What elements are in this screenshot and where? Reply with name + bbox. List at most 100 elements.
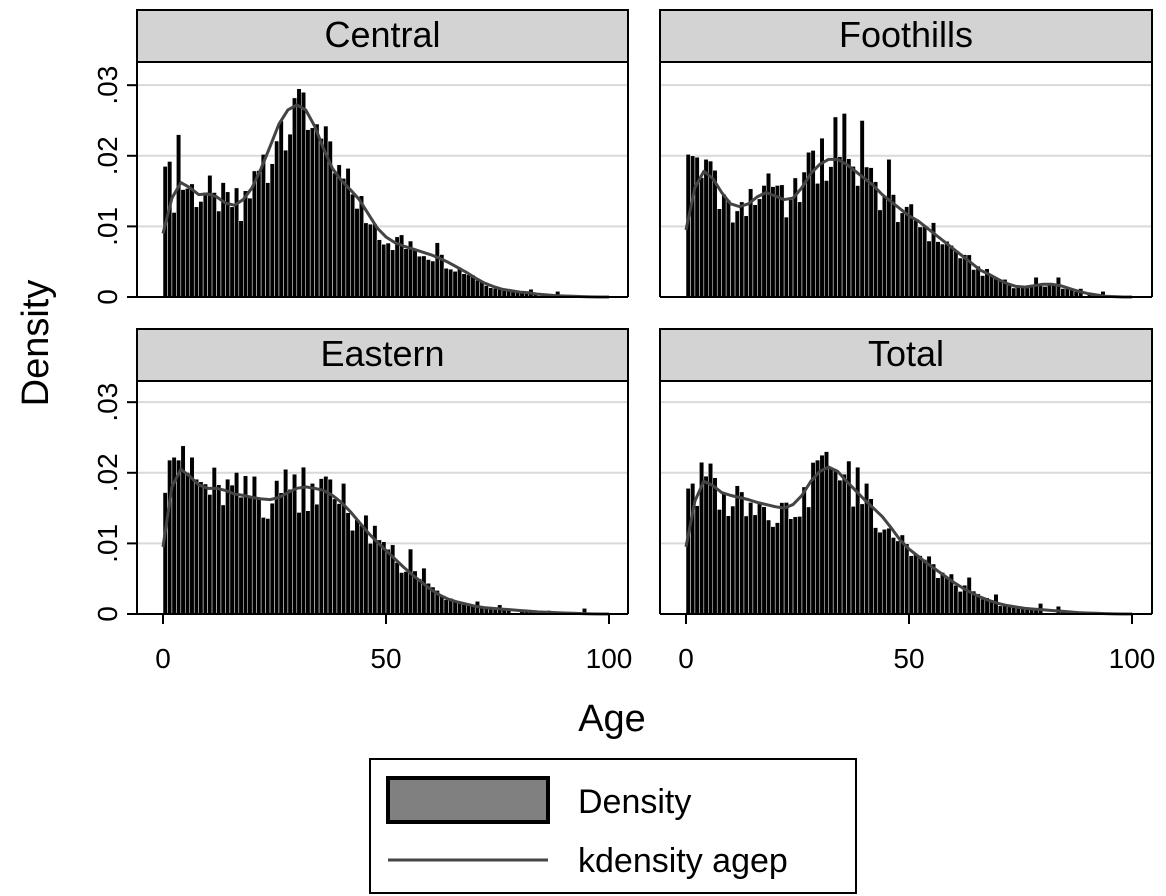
bar-total-10 (730, 505, 736, 615)
bar-total-70 (997, 605, 1003, 615)
bar-foothills-61 (957, 257, 963, 298)
bar-total-25 (797, 516, 803, 615)
bar-eastern-62 (439, 595, 445, 615)
bar-central-47 (372, 223, 378, 298)
bar-total-35 (841, 473, 847, 615)
bar-foothills-83 (1055, 276, 1061, 298)
bar-eastern-31 (301, 466, 306, 615)
bar-foothills-38 (855, 185, 861, 298)
bar-central-20 (251, 170, 257, 298)
bar-central-6 (189, 183, 195, 298)
bar-total-34 (837, 479, 843, 615)
bar-eastern-53 (399, 572, 405, 615)
bar-total-61 (957, 591, 963, 615)
bar-eastern-14 (225, 478, 231, 615)
bar-foothills-22 (783, 216, 789, 298)
panel-title-total: Total (868, 333, 944, 374)
bar-foothills-23 (788, 199, 794, 298)
bar-total-9 (725, 515, 731, 615)
bar-foothills-78 (1033, 276, 1039, 298)
bar-foothills-64 (971, 269, 977, 298)
bar-eastern-44 (358, 525, 364, 615)
bar-central-39 (336, 164, 342, 298)
bar-central-1 (167, 161, 173, 298)
bar-central-11 (211, 192, 217, 298)
bar-total-52 (917, 555, 923, 615)
bar-eastern-63 (443, 599, 449, 615)
panel-strip-central (136, 9, 629, 63)
bar-total-18 (766, 519, 771, 615)
bar-total-22 (783, 502, 789, 615)
bar-central-51 (390, 249, 396, 298)
bar-foothills-53 (922, 226, 928, 298)
bar-foothills-58 (944, 240, 950, 298)
bar-total-30 (819, 454, 825, 615)
bar-foothills-37 (850, 166, 856, 298)
bar-central-12 (216, 210, 222, 298)
bar-eastern-46 (367, 543, 373, 615)
bar-central-14 (225, 191, 231, 298)
bar-total-21 (779, 502, 785, 615)
y-tick-label-eastern-3: .03 (92, 383, 123, 422)
y-tick-label-eastern-1: .01 (92, 524, 123, 563)
bar-eastern-37 (327, 478, 333, 615)
bar-total-47 (895, 540, 901, 615)
bar-total-56 (935, 577, 941, 615)
bar-foothills-11 (734, 210, 740, 298)
bar-central-35 (318, 138, 324, 298)
bar-total-16 (757, 503, 763, 615)
bar-eastern-33 (309, 483, 315, 615)
bar-foothills-34 (837, 156, 843, 298)
bar-foothills-60 (953, 250, 959, 298)
bar-total-37 (850, 506, 856, 615)
bar-foothills-32 (828, 166, 834, 298)
panels: Central 0 .01 .02 .03 Foothills Eastern 0 .01 .02… (92, 9, 1155, 674)
bar-foothills-3 (699, 177, 705, 298)
bar-total-45 (886, 527, 892, 615)
bar-central-43 (354, 208, 360, 298)
bar-central-4 (180, 189, 186, 298)
x-tick-label-eastern-1: 50 (370, 643, 401, 674)
bar-eastern-22 (260, 517, 266, 615)
kde-line-total (684, 465, 1132, 616)
bar-total-42 (873, 527, 879, 615)
bar-eastern-24 (269, 502, 275, 615)
bar-total-0 (685, 488, 691, 615)
bar-total-44 (881, 529, 887, 615)
bar-foothills-51 (913, 219, 919, 298)
bar-central-19 (247, 197, 253, 298)
bar-foothills-43 (877, 209, 883, 298)
bar-central-42 (350, 193, 356, 298)
bar-total-57 (939, 572, 945, 615)
bar-central-44 (358, 195, 364, 298)
bar-central-68 (466, 274, 471, 298)
panel-eastern: Eastern 0 .01 .02 .03 0 50 100 (92, 328, 632, 674)
bar-foothills-76 (1024, 287, 1030, 298)
bar-total-55 (931, 563, 937, 615)
bar-central-30 (296, 88, 302, 298)
kde-line-central (161, 103, 609, 299)
bar-eastern-7 (193, 478, 199, 615)
bar-total-51 (913, 553, 919, 615)
bar-central-61 (434, 242, 440, 298)
bar-total-26 (801, 486, 807, 615)
bar-foothills-52 (917, 226, 923, 298)
bar-foothills-73 (1011, 287, 1017, 298)
legend: Density kdensity agep (369, 758, 857, 894)
panel-central: Central 0 .01 .02 .03 (92, 9, 629, 305)
bar-eastern-27 (283, 469, 289, 615)
bar-foothills-45 (886, 159, 892, 298)
panel-strip-foothills (659, 9, 1153, 63)
bar-eastern-28 (287, 489, 293, 615)
bar-foothills-47 (895, 221, 901, 298)
bar-foothills-46 (890, 194, 896, 298)
bar-total-20 (774, 522, 780, 615)
bar-total-19 (770, 526, 776, 615)
bar-central-9 (202, 192, 208, 298)
bar-foothills-49 (904, 206, 910, 298)
bar-central-65 (452, 271, 458, 298)
bar-central-5 (185, 188, 191, 298)
bar-central-23 (265, 182, 271, 298)
x-axis-title: Age (578, 698, 646, 740)
bar-foothills-9 (725, 199, 731, 298)
